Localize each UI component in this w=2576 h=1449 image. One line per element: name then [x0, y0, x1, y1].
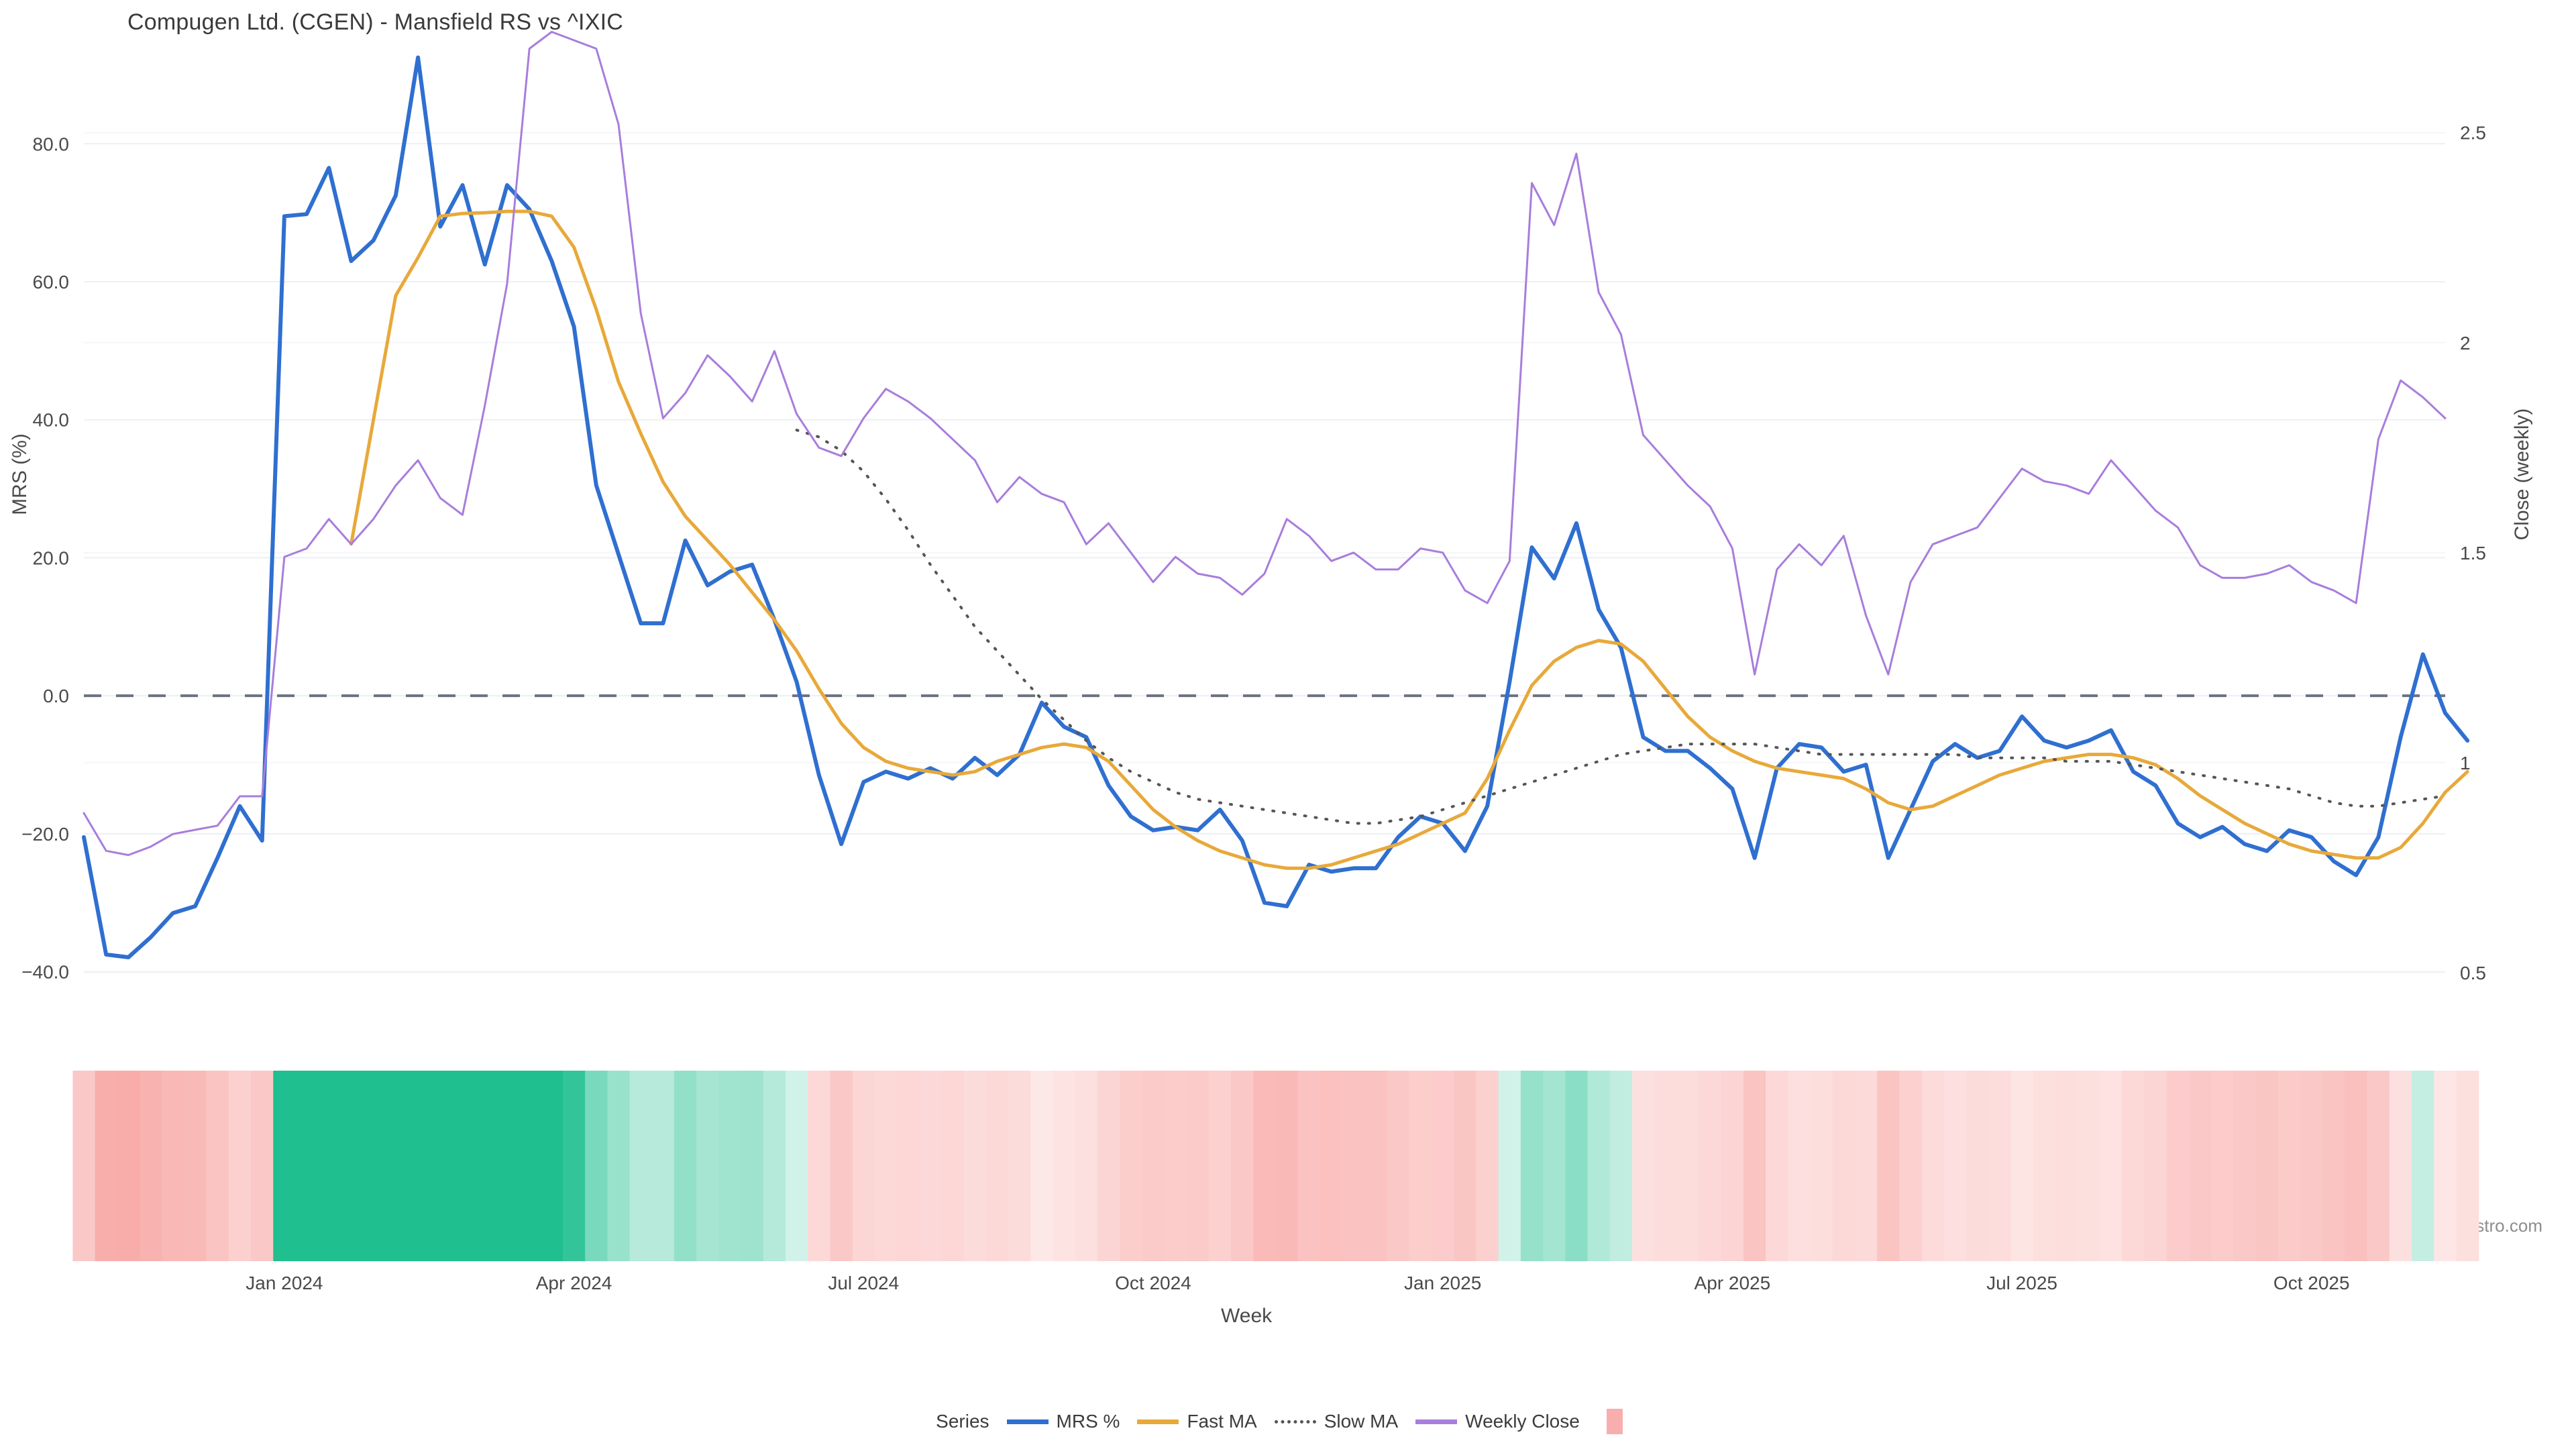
legend-swatch-weekly-close	[1415, 1419, 1458, 1424]
y-axis-right-ticks: 2.5 2 1.5 1 0.5	[2460, 123, 2486, 983]
svg-text:40.0: 40.0	[33, 410, 70, 431]
svg-text:0.0: 0.0	[43, 686, 69, 706]
svg-text:60.0: 60.0	[33, 272, 70, 292]
legend-label-slow-ma: Slow MA	[1324, 1411, 1399, 1432]
heatmap-strip	[72, 1071, 2479, 1261]
legend-item-mrs[interactable]: MRS %	[1006, 1411, 1120, 1432]
svg-text:80.0: 80.0	[33, 133, 70, 154]
svg-text:20.0: 20.0	[33, 547, 70, 568]
legend-swatch-slow-ma	[1274, 1419, 1316, 1424]
legend-title: Series	[936, 1411, 989, 1432]
svg-text:Jan 2025: Jan 2025	[1404, 1273, 1481, 1293]
svg-text:2: 2	[2460, 333, 2471, 354]
x-axis-ticks: Jan 2024 Apr 2024 Jul 2024 Oct 2024 Jan 2025…	[246, 1273, 2349, 1293]
svg-text:Jul 2024: Jul 2024	[828, 1273, 899, 1293]
legend-item-fast-ma[interactable]: Fast MA	[1137, 1411, 1257, 1432]
svg-text:Jul 2025: Jul 2025	[1986, 1273, 2057, 1293]
svg-text:1: 1	[2460, 753, 2471, 773]
svg-text:Jan 2024: Jan 2024	[246, 1273, 323, 1293]
svg-text:−40.0: −40.0	[21, 962, 69, 983]
chart-title: Compugen Ltd. (CGEN) - Mansfield RS vs ^…	[127, 9, 623, 35]
svg-text:Oct 2024: Oct 2024	[1115, 1273, 1191, 1293]
svg-text:0.5: 0.5	[2460, 963, 2486, 983]
legend-label-mrs: MRS %	[1056, 1411, 1120, 1432]
legend-label-fast-ma: Fast MA	[1187, 1411, 1257, 1432]
svg-text:Apr 2024: Apr 2024	[536, 1273, 612, 1293]
svg-text:−20.0: −20.0	[21, 824, 69, 845]
legend-label-weekly-close: Weekly Close	[1465, 1411, 1580, 1432]
legend-item-weekly-close[interactable]: Weekly Close	[1415, 1411, 1580, 1432]
x-axis-title: Week	[1221, 1305, 1273, 1327]
chart-legend: Series MRS % Fast MA Slow MA Weekly Clos…	[0, 1409, 2576, 1434]
grid-lines	[84, 131, 2445, 973]
y-axis-left-ticks: 80.0 60.0 40.0 20.0 0.0 −20.0 −40.0	[21, 133, 69, 982]
svg-text:1.5: 1.5	[2460, 543, 2486, 564]
legend-item-heatmap[interactable]	[1597, 1409, 1623, 1434]
svg-text:Apr 2025: Apr 2025	[1695, 1273, 1771, 1293]
svg-text:2.5: 2.5	[2460, 123, 2486, 144]
legend-item-slow-ma[interactable]: Slow MA	[1274, 1411, 1399, 1432]
legend-swatch-mrs	[1006, 1419, 1049, 1424]
svg-text:Oct 2025: Oct 2025	[2273, 1273, 2350, 1293]
legend-swatch-heatmap	[1606, 1409, 1623, 1434]
series-lines	[82, 31, 2470, 959]
legend-swatch-fast-ma	[1137, 1419, 1179, 1424]
